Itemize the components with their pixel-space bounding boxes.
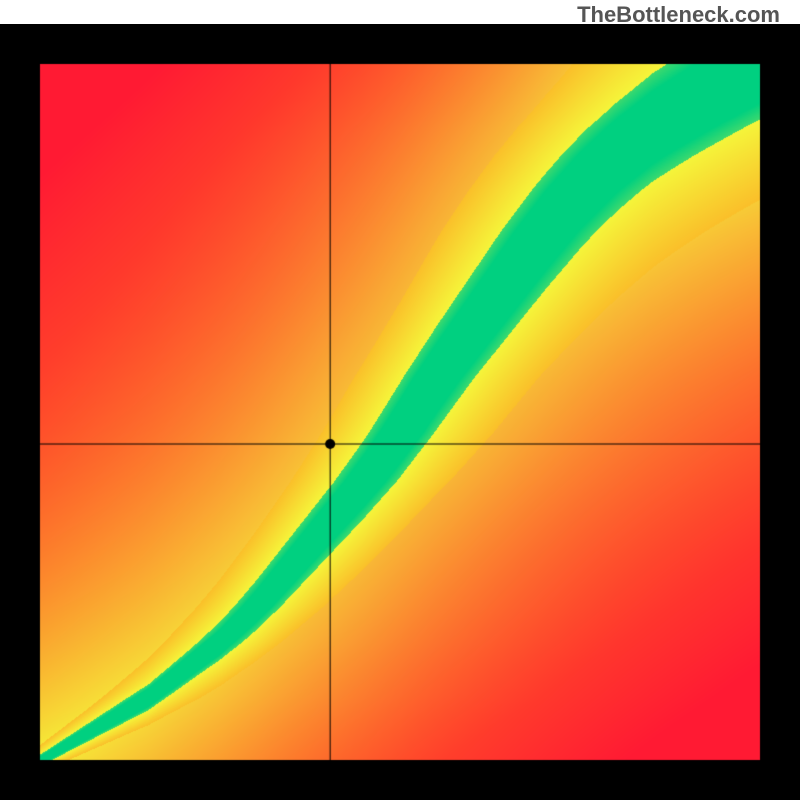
watermark-text: TheBottleneck.com	[577, 2, 780, 28]
heatmap-canvas	[0, 24, 800, 800]
chart-frame	[0, 24, 800, 800]
